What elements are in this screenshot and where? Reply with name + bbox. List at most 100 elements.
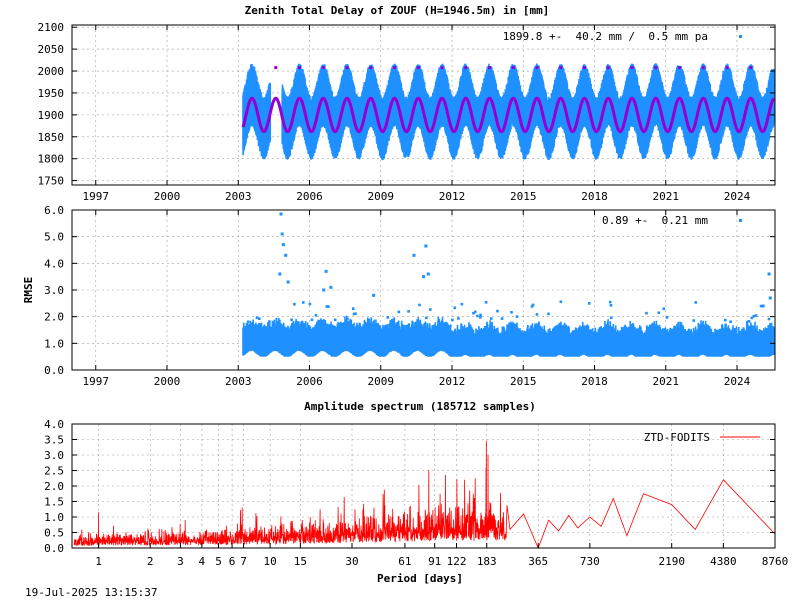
ztd-extreme-point xyxy=(654,66,658,70)
rmse-point xyxy=(310,318,314,322)
spectrum-y-tick-label: 3.5 xyxy=(44,434,64,447)
rmse-x-ticks: 1997 2000 2003 2006 2009 2012 2015 2018 2021 2024 xyxy=(83,210,751,388)
ztd-y-tick-label: 1900 xyxy=(38,109,65,122)
rmse-x-tick-label: 2018 xyxy=(581,375,608,388)
ztd-extreme-point xyxy=(725,66,729,70)
spectrum-legend-label: ZTD-FODITS xyxy=(644,431,710,444)
rmse-y-tick-label: 5.0 xyxy=(44,231,64,244)
rmse-annotation: 0.89 +- 0.21 mm xyxy=(602,214,708,227)
spectrum-x-tick-label: 3 xyxy=(177,555,184,568)
spectrum-x-tick-label: 122 xyxy=(447,555,467,568)
rmse-panel: 0.0 1.0 2.0 3.0 4.0 5.0 6.0 1997 2000 2003 2006 20… xyxy=(22,204,776,388)
rmse-outlier xyxy=(284,253,288,257)
ztd-extreme-point xyxy=(678,66,682,70)
spectrum-x-tick-label: 730 xyxy=(580,555,600,568)
spectrum-y-tick-label: 0.0 xyxy=(44,542,64,555)
rmse-point xyxy=(752,314,756,318)
rmse-x-tick-label: 2021 xyxy=(653,375,680,388)
ztd-extreme-point xyxy=(559,66,563,70)
rmse-point xyxy=(608,300,612,304)
spectrum-x-tick-label: 183 xyxy=(477,555,497,568)
rmse-point xyxy=(314,313,318,317)
rmse-x-tick-label: 1997 xyxy=(83,375,110,388)
ztd-extreme-point xyxy=(464,66,468,70)
rmse-y-tick-label: 0.0 xyxy=(44,364,64,377)
spectrum-x-tick-label: 1 xyxy=(95,555,102,568)
ztd-x-ticks: 1997 2000 2003 2006 2009 2012 2015 2018 2021 2024 xyxy=(83,25,751,203)
ztd-extreme-point xyxy=(606,66,610,70)
rmse-outlier xyxy=(761,304,765,308)
rmse-point xyxy=(457,317,460,320)
rmse-outlier xyxy=(280,232,284,236)
rmse-point xyxy=(747,320,751,323)
rmse-point xyxy=(729,320,732,324)
spectrum-x-tick-label: 2190 xyxy=(658,555,685,568)
rmse-point xyxy=(479,313,482,317)
ztd-title: Zenith Total Delay of ZOUF (H=1946.5m) i… xyxy=(245,4,550,17)
ztd-x-tick-label: 2015 xyxy=(510,190,537,203)
ztd-extreme-point xyxy=(511,66,515,70)
ztd-extreme-point xyxy=(369,66,373,70)
rmse-point xyxy=(386,316,390,319)
rmse-point xyxy=(645,311,648,315)
rmse-point xyxy=(547,312,550,316)
spectrum-x-tick-label: 4380 xyxy=(710,555,737,568)
spectrum-x-tick-label: 6 xyxy=(229,555,236,568)
rmse-outlier xyxy=(768,296,772,300)
spectrum-y-tick-label: 4.0 xyxy=(44,418,64,431)
spectrum-x-tick-label: 30 xyxy=(345,555,358,568)
rmse-point xyxy=(665,316,669,319)
rmse-point xyxy=(515,315,519,318)
spectrum-x-tick-label: 61 xyxy=(398,555,411,568)
ztd-fit-curve xyxy=(241,96,775,134)
rmse-point xyxy=(587,302,591,305)
ztd-x-tick-label: 2012 xyxy=(439,190,466,203)
rmse-point xyxy=(429,308,432,311)
rmse-point xyxy=(407,310,410,313)
rmse-outlier xyxy=(767,272,771,276)
rmse-point xyxy=(397,310,401,314)
ztd-extreme-point xyxy=(321,66,325,70)
rmse-point xyxy=(327,305,330,308)
rmse-point xyxy=(496,309,499,313)
rmse-point xyxy=(308,302,312,306)
rmse-point xyxy=(500,317,504,320)
spectrum-y-tick-label: 3.0 xyxy=(44,449,64,462)
rmse-outlier xyxy=(279,212,283,216)
rmse-outlier xyxy=(329,285,333,289)
ztd-x-tick-label: 2006 xyxy=(296,190,323,203)
rmse-y-tick-label: 3.0 xyxy=(44,284,64,297)
ztd-extreme-point xyxy=(749,66,753,70)
rmse-y-ticks: 0.0 1.0 2.0 3.0 4.0 5.0 6.0 xyxy=(44,204,775,377)
rmse-x-tick-label: 2012 xyxy=(439,375,466,388)
rmse-point xyxy=(531,303,535,307)
ztd-x-tick-label: 2018 xyxy=(581,190,608,203)
ztd-x-tick-label: 2000 xyxy=(154,190,181,203)
rmse-point xyxy=(255,316,259,320)
rmse-y-tick-label: 2.0 xyxy=(44,311,64,324)
spectrum-x-tick-label: 4 xyxy=(199,555,206,568)
rmse-point xyxy=(510,310,513,314)
ztd-plot-frame xyxy=(71,24,776,186)
ztd-annotation: 1899.8 +- 40.2 mm / 0.5 mm pa xyxy=(503,30,708,43)
ztd-x-tick-label: 1997 xyxy=(83,190,110,203)
rmse-outlier xyxy=(412,253,416,257)
spectrum-line xyxy=(73,441,776,550)
rmse-x-tick-label: 2000 xyxy=(154,375,181,388)
rmse-x-tick-label: 2003 xyxy=(225,375,252,388)
ztd-extreme-point xyxy=(416,66,420,70)
ztd-y-tick-label: 1800 xyxy=(38,153,65,166)
ztd-y-tick-label: 1850 xyxy=(38,131,65,144)
spectrum-x-tick-label: 365 xyxy=(528,555,548,568)
rmse-point xyxy=(472,311,475,315)
rmse-point xyxy=(759,304,763,308)
spectrum-x-tick-label: 2 xyxy=(147,555,154,568)
ztd-extreme-point xyxy=(440,66,444,70)
rmse-point xyxy=(750,316,754,320)
ztd-y-tick-label: 1950 xyxy=(38,87,65,100)
rmse-x-tick-label: 2006 xyxy=(296,375,323,388)
spectrum-x-tick-label: 91 xyxy=(428,555,441,568)
rmse-point xyxy=(559,300,563,304)
rmse-point xyxy=(479,316,482,319)
